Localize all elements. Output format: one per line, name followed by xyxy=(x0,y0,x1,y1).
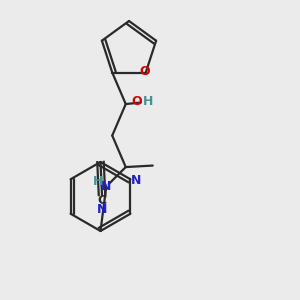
Text: N: N xyxy=(97,203,107,216)
Text: H: H xyxy=(143,95,153,108)
Text: H: H xyxy=(93,175,103,188)
Text: C: C xyxy=(98,194,107,207)
Text: N: N xyxy=(130,174,141,187)
Text: O: O xyxy=(132,95,142,108)
Text: N: N xyxy=(101,180,111,193)
Text: O: O xyxy=(139,64,150,78)
